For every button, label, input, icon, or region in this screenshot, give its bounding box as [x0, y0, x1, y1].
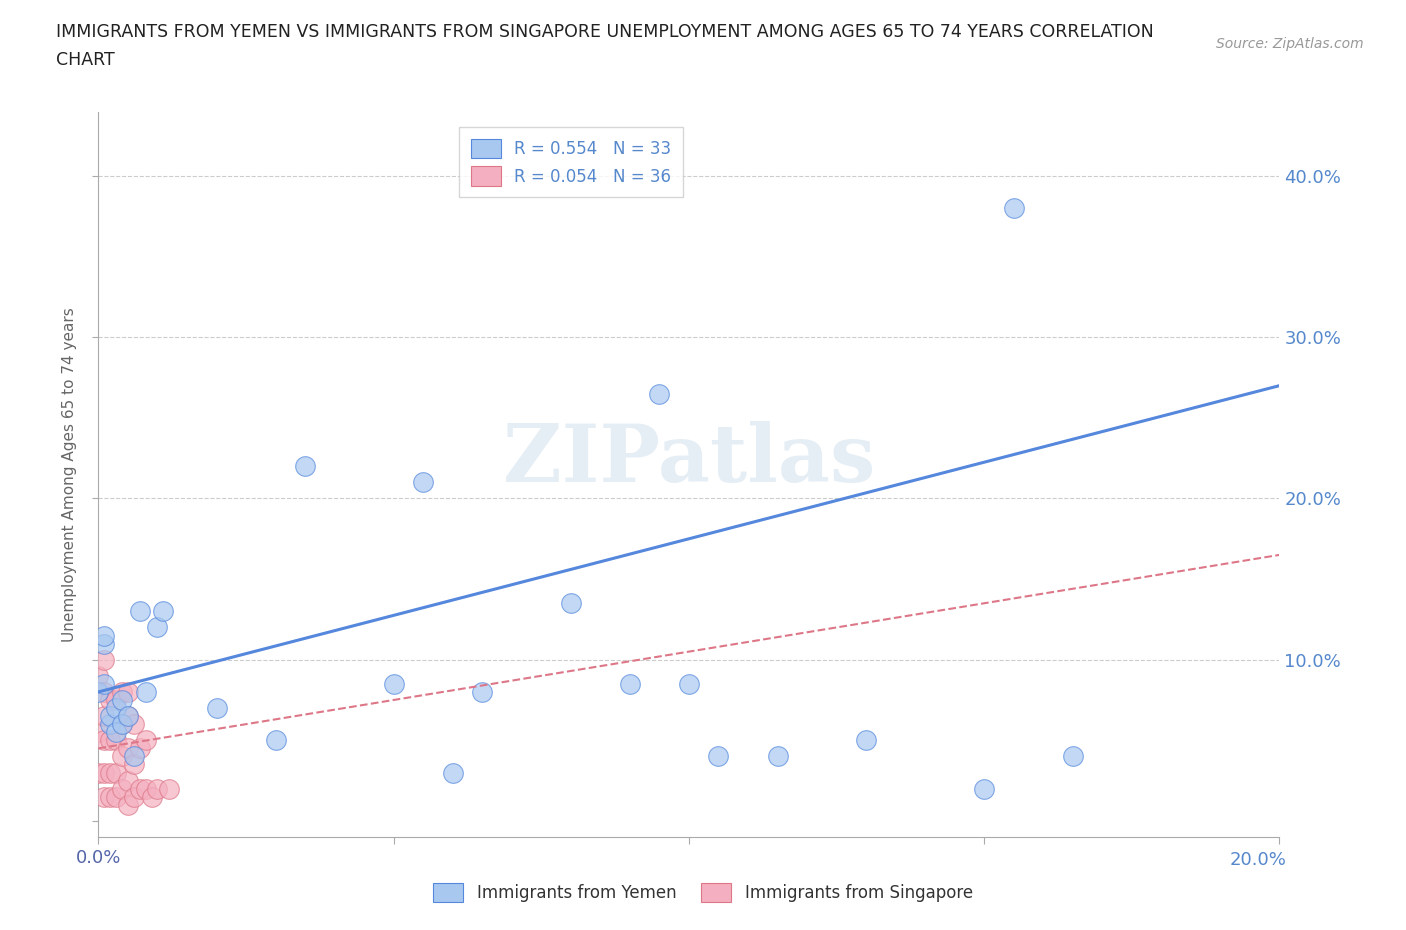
Point	[619, 676, 641, 691]
Point	[157, 781, 180, 796]
Point	[87, 765, 110, 780]
Point	[1002, 201, 1025, 216]
Text: IMMIGRANTS FROM YEMEN VS IMMIGRANTS FROM SINGAPORE UNEMPLOYMENT AMONG AGES 65 TO: IMMIGRANTS FROM YEMEN VS IMMIGRANTS FROM…	[56, 23, 1154, 41]
Point	[105, 733, 128, 748]
Point	[135, 733, 157, 748]
Point	[111, 717, 134, 732]
Point	[105, 693, 128, 708]
Point	[1062, 749, 1084, 764]
Point	[678, 676, 700, 691]
Point	[105, 790, 128, 804]
Point	[111, 693, 134, 708]
Point	[117, 709, 139, 724]
Point	[382, 676, 405, 691]
Point	[98, 790, 121, 804]
Point	[973, 781, 995, 796]
Point	[105, 765, 128, 780]
Text: ZIPatlas: ZIPatlas	[503, 420, 875, 498]
Point	[294, 458, 316, 473]
Point	[93, 733, 115, 748]
Point	[441, 765, 464, 780]
Point	[87, 669, 110, 684]
Point	[117, 741, 139, 756]
Point	[146, 620, 169, 635]
Point	[93, 636, 115, 651]
Point	[122, 757, 145, 772]
Point	[152, 604, 174, 618]
Point	[117, 797, 139, 812]
Point	[111, 749, 134, 764]
Point	[98, 693, 121, 708]
Point	[111, 684, 134, 699]
Point	[146, 781, 169, 796]
Point	[93, 765, 115, 780]
Point	[264, 733, 287, 748]
Point	[707, 749, 730, 764]
Point	[117, 773, 139, 788]
Point	[412, 475, 434, 490]
Point	[93, 628, 115, 643]
Point	[93, 652, 115, 667]
Point	[111, 717, 134, 732]
Text: 20.0%: 20.0%	[1230, 851, 1286, 870]
Point	[560, 596, 582, 611]
Point	[141, 790, 163, 804]
Legend: R = 0.554   N = 33, R = 0.054   N = 36: R = 0.554 N = 33, R = 0.054 N = 36	[458, 127, 683, 197]
Point	[87, 724, 110, 739]
Point	[117, 709, 139, 724]
Point	[105, 700, 128, 715]
Point	[93, 709, 115, 724]
Point	[128, 604, 150, 618]
Point	[205, 700, 228, 715]
Point	[122, 749, 145, 764]
Point	[98, 733, 121, 748]
Point	[105, 724, 128, 739]
Text: CHART: CHART	[56, 51, 115, 69]
Point	[93, 790, 115, 804]
Point	[135, 781, 157, 796]
Point	[93, 676, 115, 691]
Point	[87, 684, 110, 699]
Point	[98, 765, 121, 780]
Point	[135, 684, 157, 699]
Y-axis label: Unemployment Among Ages 65 to 74 years: Unemployment Among Ages 65 to 74 years	[62, 307, 77, 642]
Point	[128, 781, 150, 796]
Point	[766, 749, 789, 764]
Point	[122, 790, 145, 804]
Point	[122, 717, 145, 732]
Point	[648, 386, 671, 401]
Legend: Immigrants from Yemen, Immigrants from Singapore: Immigrants from Yemen, Immigrants from S…	[423, 873, 983, 912]
Point	[93, 684, 115, 699]
Point	[128, 741, 150, 756]
Point	[471, 684, 494, 699]
Text: Source: ZipAtlas.com: Source: ZipAtlas.com	[1216, 37, 1364, 51]
Point	[98, 717, 121, 732]
Point	[117, 684, 139, 699]
Point	[98, 709, 121, 724]
Point	[855, 733, 877, 748]
Point	[111, 781, 134, 796]
